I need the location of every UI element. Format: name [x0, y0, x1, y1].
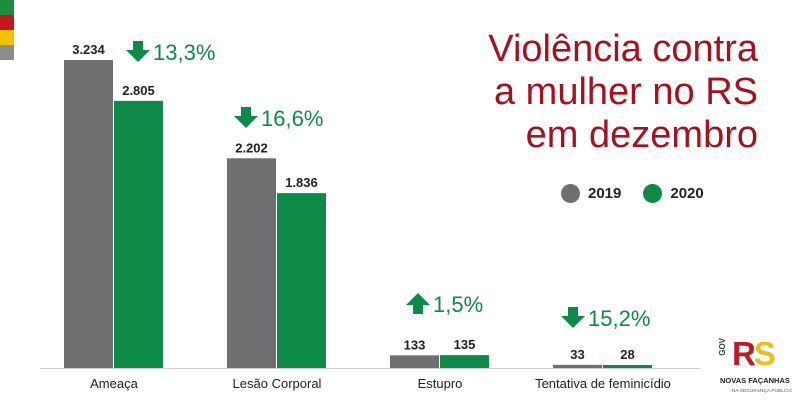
value-label-2020-3: 135 [454, 337, 476, 352]
logo-name: NOVAS FAÇANHAS [720, 376, 790, 385]
bar-2020-3 [440, 355, 489, 368]
change-label-3: 1,5% [433, 292, 483, 317]
change-label-2: 16,6% [261, 106, 323, 131]
legend-item-2020: 2020 [643, 184, 704, 203]
logo-rs-s: S [753, 335, 776, 372]
value-label-2020-2: 1.836 [285, 175, 318, 190]
value-label-2019-1: 3.234 [72, 42, 105, 57]
change-arrow-down-2 [234, 107, 258, 128]
change-label-1: 13,3% [153, 40, 215, 65]
rs-government-logo: GOV RS NOVAS FAÇANHAS NA SEGURANÇA PÚBLI… [718, 335, 793, 406]
change-arrow-up-3 [406, 293, 430, 314]
flag-stripe-yellow [0, 30, 14, 45]
logo-rs-mark: RS [732, 335, 776, 372]
chart-title: Violência contra a mulher no RS em dezem… [378, 28, 758, 157]
legend-label-2019: 2019 [588, 185, 622, 202]
logo-subtitle: NA SEGURANÇA PÚBLICA [732, 388, 793, 393]
title-line-1: Violência contra [488, 28, 758, 70]
bar-2019-3 [390, 355, 439, 368]
value-label-2020-1: 2.805 [122, 83, 155, 98]
bar-2019-2 [227, 158, 276, 368]
bar-2020-2 [277, 193, 326, 368]
bar-2020-4 [603, 365, 652, 368]
legend-item-2019: 2019 [561, 184, 621, 203]
value-label-2019-4: 33 [570, 347, 584, 362]
legend-swatch-2019 [561, 184, 580, 203]
logo-gov-text: GOV [718, 338, 727, 356]
category-label-1: Ameaça [90, 376, 138, 391]
change-label-4: 15,2% [588, 306, 650, 331]
bar-2019-1 [64, 60, 113, 368]
legend-label-2020: 2020 [670, 185, 704, 202]
change-arrow-down-4 [561, 307, 585, 328]
flag-stripe-green [0, 0, 14, 15]
flag-stripe-gray [0, 45, 14, 60]
value-label-2020-4: 28 [620, 347, 634, 362]
bar-2019-4 [553, 364, 602, 368]
logo-rs-r: R [732, 335, 756, 372]
title-line-2: a mulher no RS [493, 71, 758, 113]
title-line-3: em dezembro [525, 114, 758, 156]
legend: 2019 2020 [561, 184, 704, 203]
category-label-2: Lesão Corporal [233, 376, 322, 391]
category-label-3: Estupro [418, 376, 463, 391]
value-label-2019-3: 133 [404, 337, 426, 352]
flag-stripe-red [0, 15, 14, 30]
legend-swatch-2020 [643, 184, 663, 203]
change-arrow-down-1 [126, 41, 150, 62]
category-label-4: Tentativa de feminicídio [535, 376, 671, 391]
bar-2020-1 [114, 100, 163, 368]
value-label-2019-2: 2.202 [235, 140, 268, 155]
